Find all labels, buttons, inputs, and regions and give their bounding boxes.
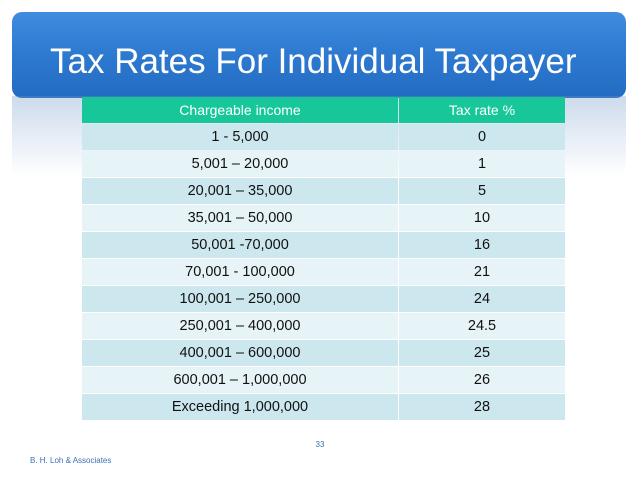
income-cell: 5,001 – 20,000 [82, 151, 398, 177]
rate-cell: 21 [399, 259, 565, 285]
table-row: 1 - 5,000 0 [82, 124, 565, 150]
table-row: 600,001 – 1,000,000 26 [82, 367, 565, 393]
rate-cell: 24 [399, 286, 565, 312]
footer-text: B. H. Loh & Associates [30, 456, 112, 465]
table-row: 50,001 -70,000 16 [82, 232, 565, 258]
title-banner [12, 12, 626, 98]
header-tax-rate: Tax rate % [399, 97, 565, 123]
rate-cell: 5 [399, 178, 565, 204]
header-chargeable-income: Chargeable income [82, 97, 398, 123]
table-row: 100,001 – 250,000 24 [82, 286, 565, 312]
income-cell: 50,001 -70,000 [82, 232, 398, 258]
income-cell: 70,001 - 100,000 [82, 259, 398, 285]
income-cell: 400,001 – 600,000 [82, 340, 398, 366]
income-cell: Exceeding 1,000,000 [82, 394, 398, 420]
rate-cell: 25 [399, 340, 565, 366]
rate-cell: 26 [399, 367, 565, 393]
rate-cell: 10 [399, 205, 565, 231]
table-row: 250,001 – 400,000 24.5 [82, 313, 565, 339]
slide-title: Tax Rates For Individual Taxpayer [50, 42, 577, 81]
rate-cell: 24.5 [399, 313, 565, 339]
table-row: 70,001 - 100,000 21 [82, 259, 565, 285]
income-cell: 35,001 – 50,000 [82, 205, 398, 231]
table-row: 35,001 – 50,000 10 [82, 205, 565, 231]
tax-rate-table: Chargeable income Tax rate % 1 - 5,000 0… [82, 97, 565, 421]
table-header-row: Chargeable income Tax rate % [82, 97, 565, 123]
table-row: 20,001 – 35,000 5 [82, 178, 565, 204]
rate-cell: 0 [399, 124, 565, 150]
rate-cell: 16 [399, 232, 565, 258]
income-cell: 250,001 – 400,000 [82, 313, 398, 339]
income-cell: 1 - 5,000 [82, 124, 398, 150]
table-row: 5,001 – 20,000 1 [82, 151, 565, 177]
table-row: Exceeding 1,000,000 28 [82, 394, 565, 420]
income-cell: 20,001 – 35,000 [82, 178, 398, 204]
income-cell: 600,001 – 1,000,000 [82, 367, 398, 393]
table-row: 400,001 – 600,000 25 [82, 340, 565, 366]
income-cell: 100,001 – 250,000 [82, 286, 398, 312]
rate-cell: 28 [399, 394, 565, 420]
rate-cell: 1 [399, 151, 565, 177]
page-number: 33 [315, 440, 325, 449]
